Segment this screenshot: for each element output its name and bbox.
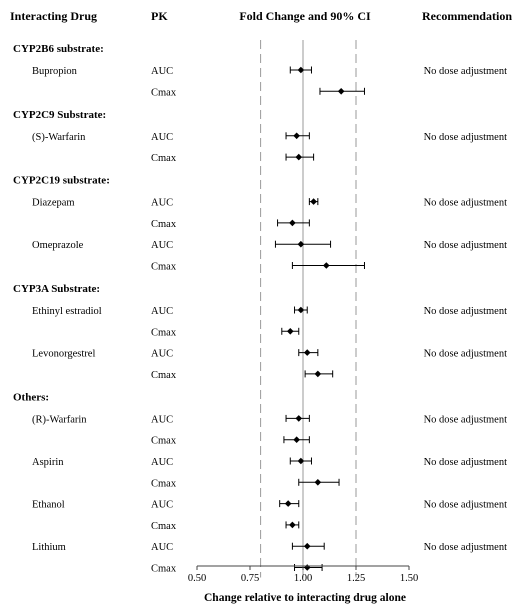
pk-label: AUC (151, 500, 173, 511)
recommendation-text: No dose adjustment (424, 457, 507, 468)
pk-label: AUC (151, 132, 173, 143)
pk-label: AUC (151, 349, 173, 360)
recommendation-text: No dose adjustment (424, 414, 507, 425)
point-estimate (295, 415, 303, 422)
drug-name: Ethinyl estradiol (32, 306, 102, 317)
x-tick-label: 1.00 (294, 573, 312, 584)
drug-name: Ethanol (32, 500, 65, 511)
point-estimate (314, 370, 322, 378)
pk-label: AUC (151, 198, 173, 209)
drug-name: (R)-Warfarin (32, 414, 87, 425)
recommendation-text: No dose adjustment (424, 240, 507, 251)
pk-label: AUC (151, 542, 173, 553)
drug-name: (S)-Warfarin (32, 132, 86, 143)
header-drug: Interacting Drug (10, 9, 97, 23)
point-estimate (286, 328, 294, 335)
reference-lines (260, 40, 357, 578)
pk-label: AUC (151, 240, 173, 251)
recommendation-text: No dose adjustment (424, 349, 507, 360)
point-estimate (293, 436, 300, 443)
drug-name: Bupropion (32, 66, 78, 77)
pk-label: AUC (151, 414, 173, 425)
point-estimate (284, 500, 292, 507)
header-fold-change: Fold Change and 90% CI (239, 9, 371, 23)
point-estimate (303, 564, 311, 571)
x-axis: 0.50 0.75 1.00 1.25 1.50 (188, 565, 418, 584)
recommendation-text: No dose adjustment (424, 542, 507, 553)
point-estimate (337, 88, 345, 95)
recommendation-text: No dose adjustment (424, 132, 507, 143)
drug-name: Levonorgestrel (32, 349, 95, 360)
drug-name: Lithium (32, 542, 66, 553)
pk-label: Cmax (151, 521, 177, 532)
point-estimate (310, 198, 317, 205)
x-tick-label: 0.75 (241, 573, 259, 584)
header-recommendation: Recommendation (422, 9, 512, 23)
group-label: CYP2C19 substrate: (13, 175, 110, 187)
pk-label: Cmax (151, 436, 177, 447)
pk-label: AUC (151, 457, 173, 468)
point-estimate (303, 542, 311, 550)
pk-label: Cmax (151, 370, 177, 381)
pk-label: Cmax (151, 219, 177, 230)
point-estimate (289, 219, 296, 227)
x-tick-label: 0.50 (188, 573, 206, 584)
pk-label: Cmax (151, 478, 177, 489)
point-estimate (295, 153, 303, 161)
header-pk: PK (151, 9, 168, 23)
pk-label: Cmax (151, 327, 177, 338)
recommendation-text: No dose adjustment (424, 198, 507, 209)
point-estimate (297, 457, 305, 465)
group-label: CYP3A Substrate: (13, 283, 100, 295)
group-label: CYP2B6 substrate: (13, 43, 104, 55)
pk-label: AUC (151, 306, 173, 317)
point-estimate (289, 521, 296, 529)
point-estimate (297, 306, 305, 314)
pk-label: Cmax (151, 262, 177, 273)
pk-label: Cmax (151, 87, 177, 98)
point-estimate (314, 479, 322, 486)
pk-label: Cmax (151, 153, 177, 164)
pk-label: Cmax (151, 564, 177, 575)
recommendation-text: No dose adjustment (424, 306, 507, 317)
recommendation-text: No dose adjustment (424, 66, 507, 77)
recommendation-text: No dose adjustment (424, 500, 507, 511)
pk-label: AUC (151, 66, 173, 77)
plot-rows: CYP2B6 substrate: Bupropion No dose adjust… (13, 43, 507, 575)
x-axis-label: Change relative to interacting drug alon… (204, 592, 406, 604)
point-estimate (297, 66, 305, 74)
drug-name: Diazepam (32, 198, 75, 209)
x-tick-label: 1.25 (347, 573, 365, 584)
point-estimate (303, 349, 311, 356)
group-label: CYP2C9 Substrate: (13, 109, 106, 121)
drug-name: Aspirin (32, 457, 64, 468)
point-estimate (293, 132, 300, 140)
drug-name: Omeprazole (32, 240, 84, 251)
x-tick-label: 1.50 (400, 573, 418, 584)
point-estimate (323, 262, 330, 269)
point-estimate (297, 240, 305, 248)
group-label: Others: (13, 391, 49, 403)
